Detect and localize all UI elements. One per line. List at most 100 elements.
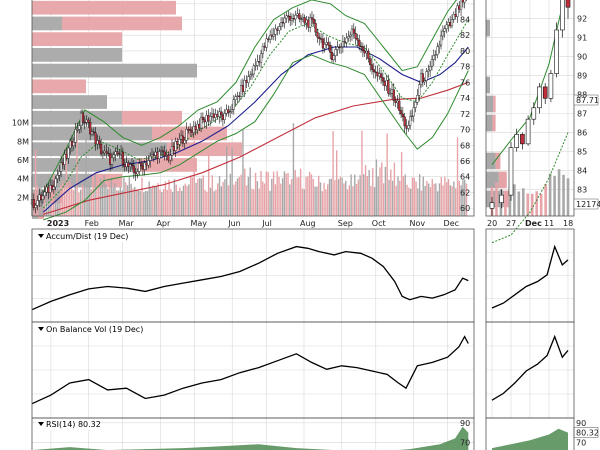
candle-body-167 — [334, 49, 337, 56]
candle-body-123 — [254, 65, 257, 67]
zoom-candle-body-2 — [508, 147, 514, 196]
candle-body-87 — [189, 129, 192, 131]
volume-bar-191 — [375, 159, 378, 216]
volume-bar-36 — [96, 175, 98, 216]
candle-body-170 — [339, 46, 343, 48]
volume-bar-78 — [171, 191, 174, 216]
candle-body-215 — [421, 73, 424, 83]
candle-body-72 — [161, 150, 164, 153]
volume-bar-232 — [449, 185, 452, 216]
volume-bar-186 — [366, 175, 369, 216]
volume-bar-126 — [258, 188, 260, 216]
volume-bar-49 — [119, 187, 122, 216]
candle-body-237 — [461, 0, 464, 3]
zoom-candle-body-1 — [499, 194, 504, 204]
candle-body-144 — [292, 18, 295, 20]
volume-bar-116 — [240, 174, 242, 216]
volume-bar-8 — [45, 182, 48, 216]
volume-bar-15 — [58, 175, 60, 216]
volume-bar-33 — [90, 188, 93, 216]
candle-body-12 — [52, 186, 55, 190]
candle-body-113 — [236, 95, 239, 97]
candle-body-193 — [381, 77, 384, 82]
candle-body-37 — [98, 140, 101, 145]
candle-body-192 — [379, 73, 383, 78]
candle-body-33 — [90, 131, 94, 135]
volume-bar-55 — [130, 183, 132, 216]
candle-body-105 — [221, 114, 224, 120]
volume-bar-133 — [271, 178, 273, 216]
candle-body-56 — [132, 165, 135, 173]
volume-bar-235 — [455, 188, 457, 216]
volume-bar-227 — [440, 177, 442, 216]
volume-bar-85 — [184, 183, 186, 216]
volume-bar-239 — [462, 180, 464, 216]
zoom-y-tick-1: 84 — [577, 166, 587, 175]
candle-body-145 — [294, 15, 297, 20]
main-y-tick-4: 68 — [460, 141, 470, 150]
volume-bar-143 — [289, 184, 291, 216]
volume-bar-176 — [348, 185, 351, 216]
candle-body-135 — [276, 28, 279, 31]
volume-bar-56 — [132, 188, 134, 216]
volume-bar-39 — [101, 181, 104, 216]
candle-body-130 — [267, 38, 270, 40]
volume-bar-139 — [281, 178, 284, 216]
candle-body-177 — [352, 28, 355, 34]
candle-body-162 — [325, 42, 328, 45]
profile-bar-down-4 — [32, 63, 197, 78]
candle-body-61 — [141, 165, 145, 170]
volume-tick-4: 10M — [12, 119, 29, 128]
zoom-x-tick-1: 27 — [506, 219, 516, 228]
candle-body-60 — [139, 163, 143, 167]
volume-bar-194 — [381, 162, 383, 216]
candle-body-120 — [249, 74, 252, 77]
volume-bar-211 — [411, 177, 414, 216]
volume-bar-66 — [150, 188, 152, 216]
volume-bar-62 — [143, 192, 145, 216]
candle-body-190 — [376, 71, 379, 77]
rsi-collapse-icon — [38, 422, 44, 426]
candle-body-6 — [41, 195, 45, 200]
candle-body-71 — [159, 150, 163, 152]
volume-bar-79 — [173, 178, 176, 216]
volume-bar-147 — [296, 177, 298, 216]
volume-bar-90 — [193, 140, 195, 216]
main-x-tick-3: Apr — [156, 219, 171, 228]
volume-bar-12 — [52, 174, 55, 216]
volume-bar-166 — [330, 178, 333, 216]
volume-bar-76 — [168, 179, 170, 216]
zoom-volume-bar-13 — [548, 173, 552, 216]
candle-body-82 — [179, 135, 183, 140]
candle-body-101 — [214, 114, 217, 118]
volume-bar-172 — [341, 177, 343, 216]
volume-bar-163 — [325, 189, 327, 216]
zoom-volume-bar-9 — [530, 193, 534, 216]
volume-bar-86 — [186, 185, 188, 216]
candle-body-125 — [258, 61, 261, 63]
volume-bar-29 — [83, 174, 85, 216]
volume-bar-71 — [159, 189, 161, 216]
candle-body-5 — [39, 194, 43, 200]
candle-body-88 — [190, 130, 194, 133]
candle-body-14 — [56, 175, 59, 179]
zoom-profile-up-0 — [503, 190, 510, 208]
volume-bar-173 — [343, 183, 345, 216]
candle-body-83 — [181, 135, 184, 144]
volume-bar-103 — [217, 183, 219, 216]
candle-body-13 — [54, 178, 57, 188]
zoom-candle-body-9 — [548, 73, 554, 99]
candle-body-233 — [454, 14, 457, 17]
volume-bar-127 — [260, 170, 262, 216]
volume-bar-154 — [308, 171, 311, 216]
main-x-tick-2: Mar — [119, 219, 135, 228]
candle-body-231 — [450, 18, 454, 27]
volume-bar-214 — [417, 188, 419, 216]
volume-bar-107 — [224, 179, 226, 216]
volume-bar-230 — [445, 182, 448, 216]
candle-body-126 — [259, 53, 263, 63]
volume-bar-94 — [200, 178, 203, 216]
candle-body-188 — [372, 69, 375, 73]
volume-bar-168 — [334, 180, 336, 216]
volume-bar-142 — [287, 172, 289, 216]
